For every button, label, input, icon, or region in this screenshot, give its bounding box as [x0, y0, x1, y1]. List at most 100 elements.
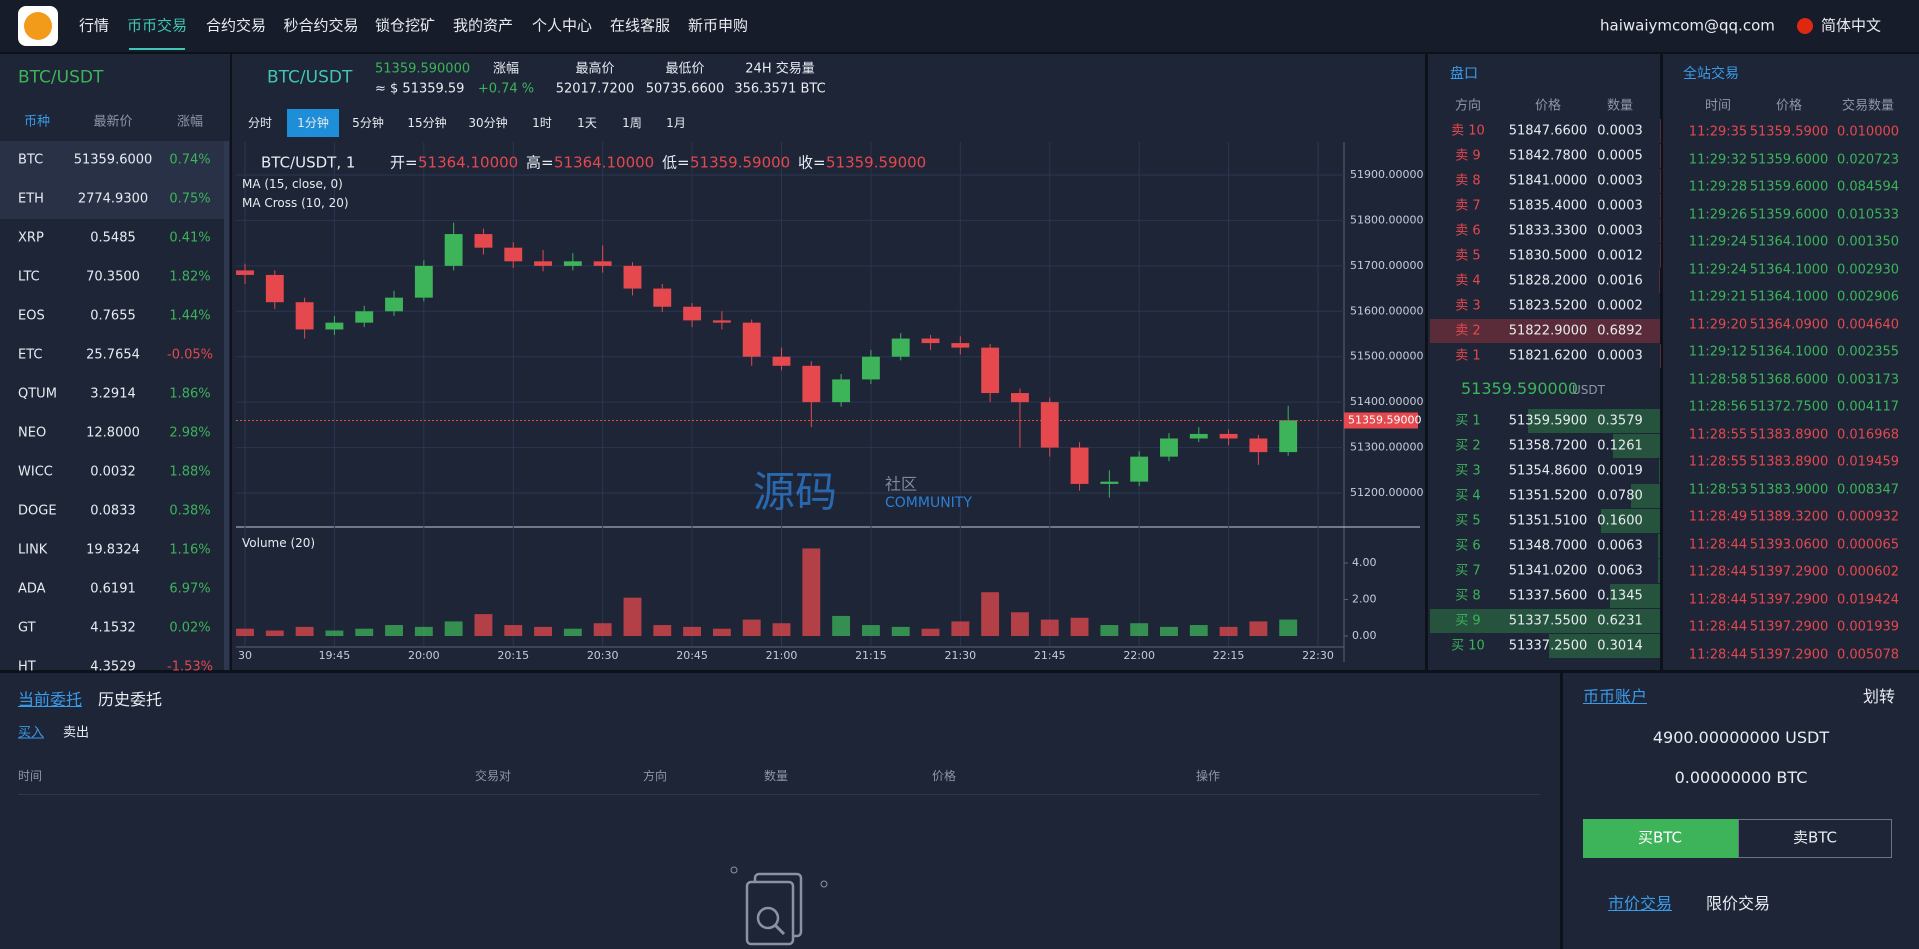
logo[interactable] — [18, 6, 58, 46]
legend-value: 51359.59000 — [690, 153, 791, 172]
market-change: 0.74% — [169, 152, 211, 168]
volume-bar — [1279, 619, 1298, 636]
side-label: 买 5 — [1455, 513, 1481, 529]
candle-body — [1279, 420, 1298, 453]
book-amount: 0.0003 — [1597, 198, 1643, 214]
interval-button[interactable]: 1天 — [577, 116, 597, 130]
trade-time: 11:28:53 — [1688, 482, 1748, 497]
x-tick-label: 20:15 — [497, 649, 529, 662]
book-amount: 0.0003 — [1597, 348, 1643, 364]
market-symbol[interactable]: LTC — [18, 269, 40, 285]
y-tick-label: 51400.00000 — [1350, 395, 1423, 408]
interval-button[interactable]: 1分钟 — [297, 116, 329, 130]
nav-item[interactable]: 新币申购 — [687, 16, 749, 35]
trade-amount: 0.010533 — [1836, 207, 1900, 222]
trade-price: 51389.3200 — [1749, 509, 1829, 525]
interval-button[interactable]: 15分钟 — [407, 116, 447, 130]
selected-row — [0, 180, 224, 219]
market-symbol[interactable]: GT — [18, 620, 36, 636]
volume-bar — [563, 628, 582, 636]
book-amount: 0.0780 — [1597, 488, 1643, 504]
market-symbol[interactable]: QTUM — [18, 386, 57, 402]
nav-item[interactable]: 币币交易 — [126, 16, 188, 35]
orders-subtab[interactable]: 卖出 — [63, 725, 90, 741]
nav-item[interactable]: 合约交易 — [205, 16, 267, 35]
market-symbol[interactable]: WICC — [18, 464, 53, 480]
language[interactable]: 简体中文 — [1821, 16, 1882, 35]
legend-key: 开= — [390, 153, 418, 172]
nav-item[interactable]: 个人中心 — [531, 16, 593, 35]
buy-label[interactable]: 买BTC — [1637, 828, 1683, 847]
market-change: 2.98% — [169, 425, 211, 441]
interval-button[interactable]: 分时 — [247, 116, 273, 130]
volume-tick-label: 0.00 — [1352, 629, 1377, 642]
account-title[interactable]: 币币账户 — [1583, 687, 1648, 706]
nav-item[interactable]: 锁仓挖矿 — [374, 16, 436, 35]
depth-bar — [1657, 559, 1660, 583]
trade-time: 11:28:58 — [1688, 372, 1748, 387]
orders-tab[interactable]: 历史委托 — [98, 690, 163, 709]
stat-label: 涨幅 — [492, 61, 520, 77]
nav-item[interactable]: 行情 — [78, 16, 110, 35]
nav-item[interactable]: 我的资产 — [452, 16, 514, 35]
book-amount: 0.0005 — [1597, 148, 1643, 164]
watermark: 社区 — [885, 475, 917, 494]
interval-button[interactable]: 1时 — [532, 116, 552, 130]
market-symbol[interactable]: HT — [18, 659, 36, 675]
candle-body — [563, 261, 582, 266]
sell-label[interactable]: 卖BTC — [1792, 828, 1838, 847]
nav-item[interactable]: 在线客服 — [609, 16, 671, 35]
market-symbol[interactable]: NEO — [18, 425, 47, 441]
market-price: 2774.9300 — [77, 191, 149, 207]
trade-price: 51359.6000 — [1749, 179, 1829, 195]
volume-bar — [534, 626, 552, 636]
volume-bar — [1011, 612, 1029, 636]
interval-button[interactable]: 5分钟 — [352, 116, 384, 130]
depth-bar — [1527, 409, 1660, 433]
interval-button[interactable]: 1月 — [666, 116, 686, 130]
candle-body — [891, 338, 910, 357]
buy-button[interactable] — [1583, 819, 1738, 858]
x-tick-label: 21:00 — [766, 649, 798, 662]
candle-body — [265, 274, 284, 303]
book-amount: 0.1345 — [1597, 588, 1643, 604]
orders-header: 操作 — [1196, 769, 1221, 783]
trade-price: 51383.8900 — [1749, 454, 1829, 470]
x-tick-label: 19:45 — [319, 649, 351, 662]
ticker-price: 51359.590000 — [375, 61, 471, 77]
x-tick-label: 21:45 — [1034, 649, 1066, 662]
watermark: 源码 — [753, 468, 837, 517]
flag — [1797, 18, 1813, 34]
volume-bar — [623, 597, 642, 636]
market-price: 51359.6000 — [73, 152, 153, 168]
trade-time: 11:29:24 — [1688, 234, 1748, 250]
orders-subtab[interactable]: 买入 — [18, 725, 45, 741]
transfer-link[interactable]: 划转 — [1862, 687, 1895, 706]
market-symbol[interactable]: EOS — [18, 308, 45, 324]
interval-button[interactable]: 30分钟 — [468, 116, 508, 130]
trade-amount: 0.008347 — [1836, 482, 1900, 497]
market-symbol[interactable]: BTC — [18, 152, 44, 168]
market-symbol[interactable]: LINK — [18, 542, 48, 558]
trade-price: 51397.2900 — [1749, 647, 1829, 662]
nav-item[interactable]: 秒合约交易 — [283, 16, 359, 35]
side-label: 买 9 — [1455, 613, 1481, 629]
market-symbol[interactable]: ADA — [18, 581, 46, 597]
market-symbol[interactable]: XRP — [18, 230, 44, 246]
depth-bar — [1548, 634, 1660, 658]
volume-bar — [593, 623, 612, 636]
book-amount: 0.3579 — [1597, 413, 1643, 429]
sell-button[interactable] — [1738, 819, 1892, 858]
market-symbol[interactable]: ETH — [18, 191, 44, 207]
interval-button[interactable]: 1周 — [622, 116, 642, 130]
user-email[interactable]: haiwaiymcom@qq.com — [1600, 16, 1775, 35]
candle-body — [712, 320, 731, 323]
candle-body — [385, 297, 403, 312]
depth-bar — [1430, 609, 1660, 633]
trade-mode-tab[interactable]: 市价交易 — [1607, 894, 1673, 913]
trade-mode-tab[interactable]: 限价交易 — [1705, 894, 1771, 913]
orders-tab[interactable]: 当前委托 — [18, 690, 83, 709]
market-symbol[interactable]: DOGE — [18, 503, 57, 519]
market-symbol[interactable]: ETC — [18, 347, 43, 363]
side-label: 买 2 — [1455, 438, 1481, 454]
